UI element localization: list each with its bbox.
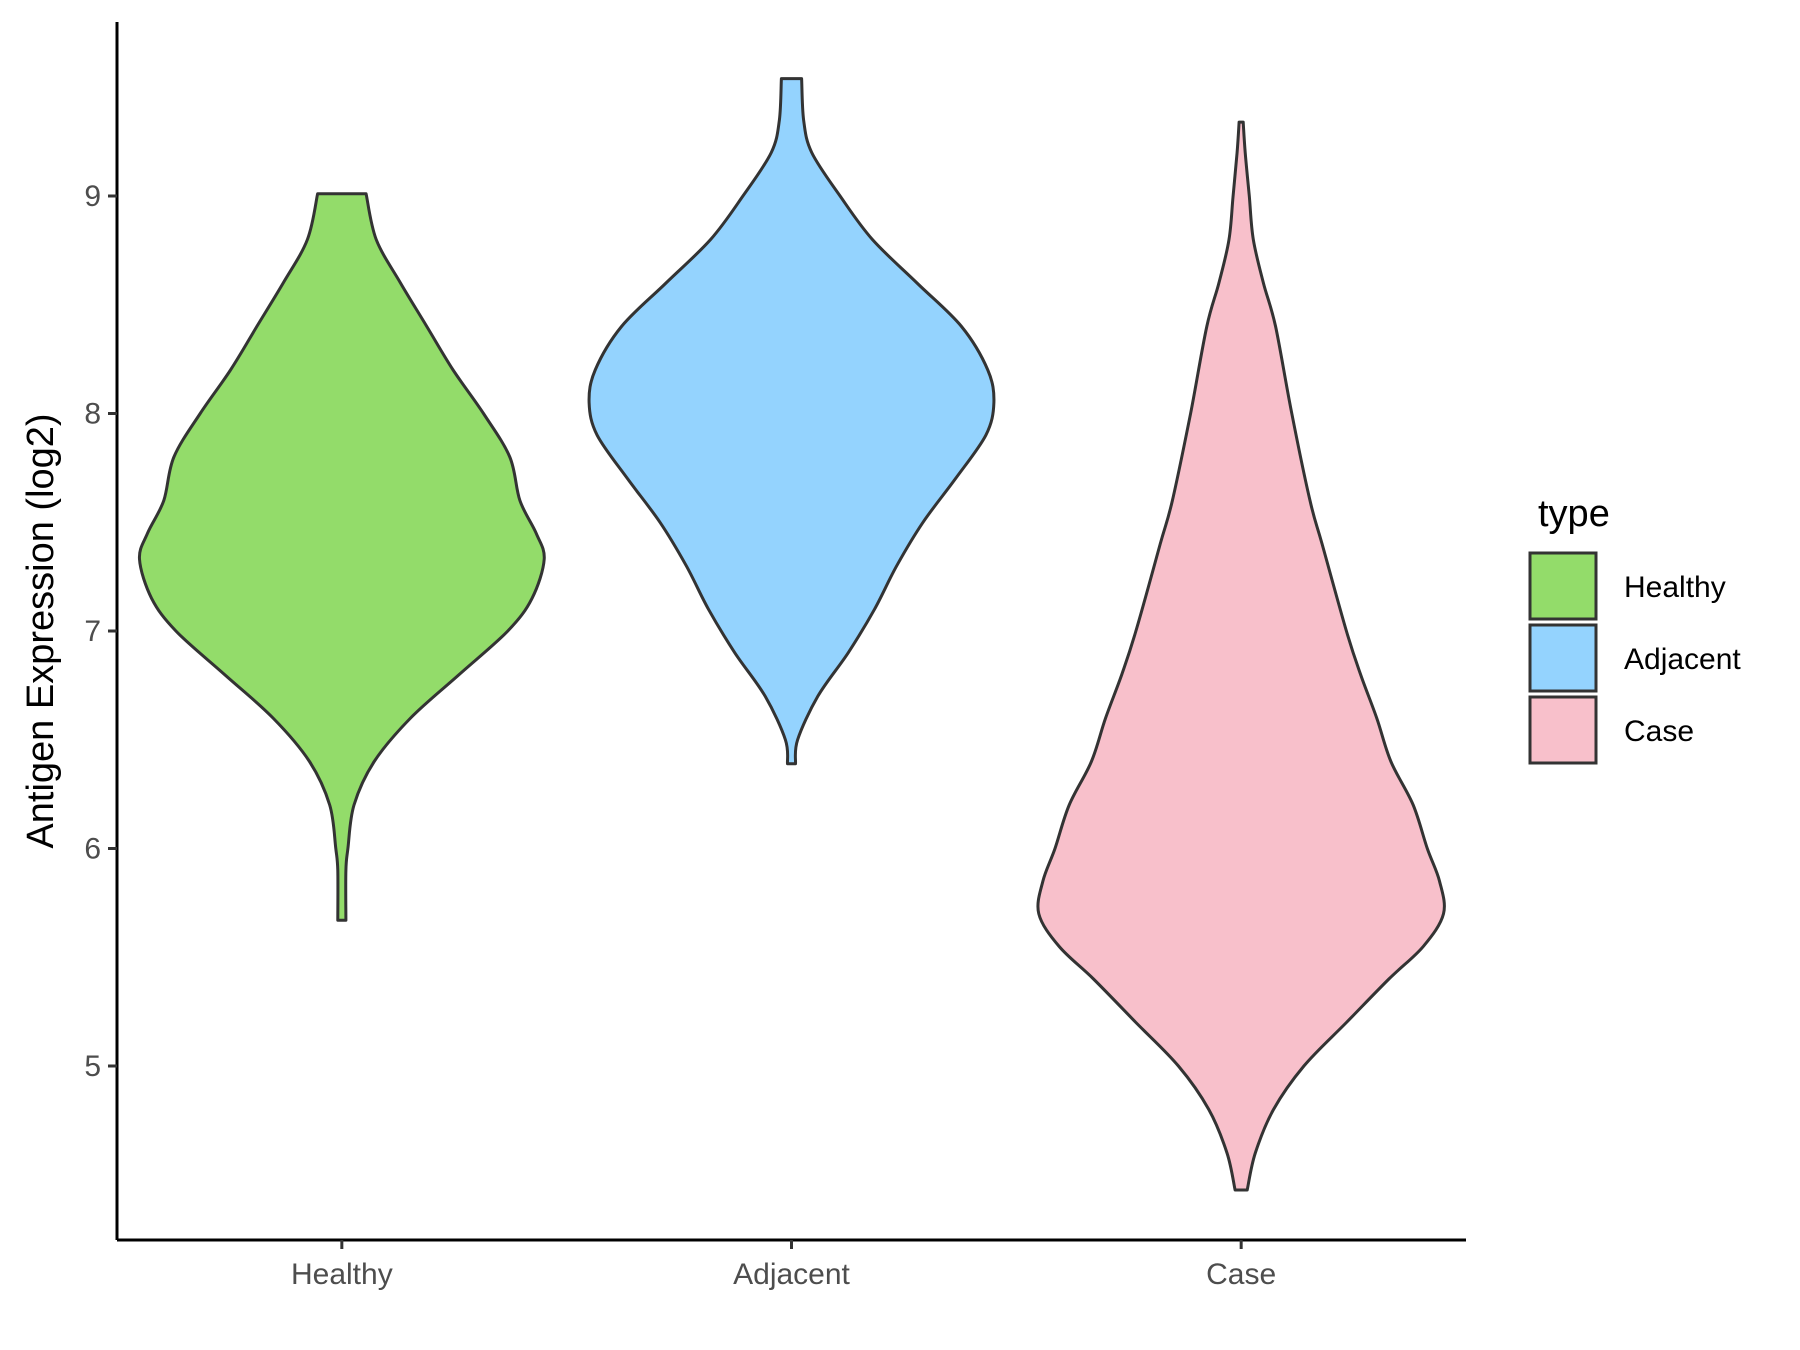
y-tick-label: 5 <box>84 1050 101 1083</box>
violin-healthy <box>137 192 546 922</box>
y-tick-label: 6 <box>84 833 101 866</box>
violin-adjacent <box>587 77 996 766</box>
legend-key-adjacent <box>1528 623 1598 693</box>
x-ticks: Healthy Adjacent Case <box>291 1240 1276 1291</box>
legend-label-adjacent: Adjacent <box>1624 643 1741 676</box>
legend-label-case: Case <box>1624 715 1694 748</box>
legend-key-case <box>1528 695 1598 765</box>
legend-title: type <box>1538 493 1610 535</box>
y-tick-label: 8 <box>84 398 101 431</box>
x-tick-label: Healthy <box>291 1258 393 1291</box>
violin-layer <box>137 77 1446 1192</box>
legend-key-healthy <box>1528 551 1598 621</box>
y-tick-label: 7 <box>84 615 101 648</box>
y-ticks: 5 6 7 8 9 <box>84 180 117 1083</box>
x-tick-label: Case <box>1206 1258 1276 1291</box>
x-tick-label: Adjacent <box>733 1258 850 1291</box>
violin-case <box>1036 120 1446 1192</box>
y-axis-title: Antigen Expression (log2) <box>20 413 62 848</box>
legend-label-healthy: Healthy <box>1624 571 1726 604</box>
legend: type Healthy Adjacent Case <box>1528 493 1741 765</box>
y-tick-label: 9 <box>84 180 101 213</box>
legend-items: Healthy Adjacent Case <box>1528 551 1741 765</box>
